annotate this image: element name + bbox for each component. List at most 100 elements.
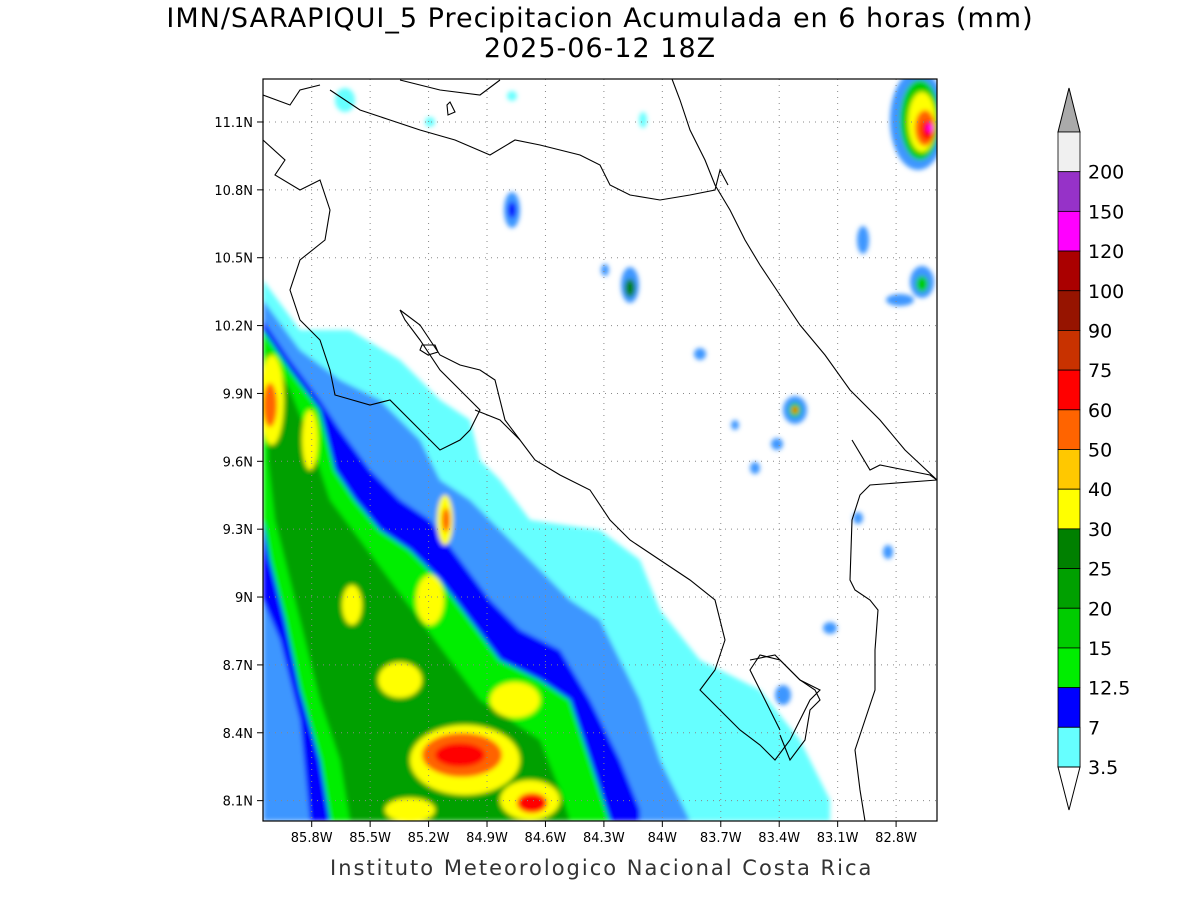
lat-tick-label: 10.8N <box>214 184 253 199</box>
credit-line: Instituto Meteorologico Nacional Costa R… <box>330 856 874 880</box>
precip-cell <box>771 438 783 450</box>
plot-frame <box>262 78 938 822</box>
latitude-axis: 8.1N 8.4N 8.7N 9N 9.3N 9.6N 9.9N 10.2N 10.5N 10.8… <box>214 116 263 810</box>
lat-tick-label: 9.6N <box>223 455 253 470</box>
colorbar-label: 40 <box>1088 479 1112 501</box>
precip-cell <box>883 545 893 559</box>
precip-cell <box>425 117 435 127</box>
lat-tick-label: 8.7N <box>223 659 253 674</box>
colorbar-swatch <box>1057 330 1081 371</box>
lon-tick-label: 84.6W <box>525 831 567 846</box>
colorbar-swatch <box>1057 210 1081 252</box>
colorbar-swatch <box>1057 726 1081 768</box>
ometepe-island <box>446 101 456 116</box>
colorbar-label: 20 <box>1088 598 1112 620</box>
colorbar-swatch <box>1057 171 1081 212</box>
colorbar-swatch <box>1057 250 1081 292</box>
precip-core-orange <box>263 383 277 427</box>
precipitation-field <box>263 79 937 821</box>
precip-cell <box>625 279 635 297</box>
colorbar-label: 15 <box>1088 638 1112 660</box>
colorbar-swatch <box>1057 528 1081 569</box>
lon-tick-label: 84W <box>648 831 678 846</box>
precip-cell <box>775 685 791 705</box>
precip-core-yellow <box>490 682 540 718</box>
pacific-coast-central <box>474 409 821 761</box>
colorbar-swatch <box>1057 607 1081 649</box>
lat-tick-label: 8.1N <box>223 795 253 810</box>
colorbar-swatch <box>1057 488 1081 530</box>
precip-cell <box>886 294 914 306</box>
colorbar-swatch <box>1057 647 1081 689</box>
colorbar-swatch <box>1057 687 1081 728</box>
panama-border <box>849 439 937 821</box>
precip-cell <box>857 226 869 254</box>
precip-cell <box>507 91 517 101</box>
precip-cell <box>823 622 837 634</box>
lat-tick-label: 10.5N <box>214 252 253 267</box>
nicaragua-coast-north <box>263 84 321 106</box>
lat-tick-label: 8.4N <box>223 727 253 742</box>
precip-cell <box>731 420 739 430</box>
coastlines <box>263 79 937 821</box>
precip-core-red <box>517 793 547 813</box>
precip-area-25 <box>268 350 570 821</box>
precip-cell <box>750 462 760 474</box>
precip-core-orange <box>442 508 450 532</box>
precip-cell <box>792 407 798 413</box>
colorbar-label: 7 <box>1088 717 1100 739</box>
colorbar-label: 120 <box>1088 241 1124 263</box>
lon-tick-label: 83.1W <box>817 831 859 846</box>
map-gridlines <box>263 79 937 821</box>
colorbar-label: 200 <box>1088 162 1124 184</box>
lon-tick-label: 84.3W <box>583 831 625 846</box>
colorbar-label: 90 <box>1088 320 1112 342</box>
colorbar-swatch <box>1057 449 1081 490</box>
colorbar-legend: 3.5 7 12.5 15 20 25 30 40 50 60 75 90 100 120 150 200 <box>1057 87 1130 811</box>
lon-tick-label: 85.8W <box>291 831 333 846</box>
osa-peninsula <box>749 654 821 762</box>
lat-tick-label: 11.1N <box>214 116 253 131</box>
map-title: IMN/SARAPIQUI_5 Precipitacion Acumulada … <box>166 3 1034 34</box>
precip-core-yellow <box>302 410 318 470</box>
precip-cell <box>639 112 647 128</box>
caribbean-coast <box>671 79 937 481</box>
map-subtitle-date: 2025-06-12 18Z <box>483 33 717 64</box>
colorbar-label: 3.5 <box>1088 757 1118 779</box>
precip-cell <box>569 530 581 550</box>
precip-cell <box>916 276 928 292</box>
lake-nicaragua-shore <box>399 79 501 96</box>
colorbar-swatch <box>1057 409 1081 450</box>
colorbar-swatch <box>1057 568 1081 609</box>
lon-tick-label: 83.7W <box>700 831 742 846</box>
colorbar-over-arrow <box>1057 87 1081 133</box>
chira-island <box>419 344 439 356</box>
colorbar-under-arrow <box>1057 766 1081 811</box>
precip-cell <box>508 202 516 218</box>
colorbar-label: 100 <box>1088 281 1124 303</box>
lat-tick-label: 9.9N <box>223 387 253 402</box>
colorbar-label: 25 <box>1088 559 1112 581</box>
lon-tick-label: 85.2W <box>408 831 450 846</box>
gulf-of-nicoya <box>399 309 521 441</box>
lat-tick-label: 9N <box>235 591 253 606</box>
precip-cell <box>694 348 706 360</box>
colorbar-label: 60 <box>1088 400 1112 422</box>
longitude-axis: 85.8W 85.5W 85.2W 84.9W 84.6W 84.3W 84W 83.7W 83… <box>291 821 917 846</box>
precip-core-yellow <box>378 662 422 698</box>
lat-tick-label: 9.3N <box>223 523 253 538</box>
colorbar-label: 30 <box>1088 519 1112 541</box>
colorbar-swatch <box>1057 290 1081 331</box>
colorbar-label: 50 <box>1088 440 1112 462</box>
colorbar-swatch <box>1057 131 1081 173</box>
colorbar-swatch <box>1057 369 1081 411</box>
lat-tick-label: 10.2N <box>214 320 253 335</box>
precip-core-yellow <box>385 798 435 821</box>
precip-cell <box>853 512 863 524</box>
precip-cell <box>601 264 609 276</box>
colorbar-label: 75 <box>1088 360 1112 382</box>
lon-tick-label: 83.4W <box>758 831 800 846</box>
precip-cell-northeast <box>927 124 933 132</box>
precip-core-yellow <box>342 585 362 625</box>
